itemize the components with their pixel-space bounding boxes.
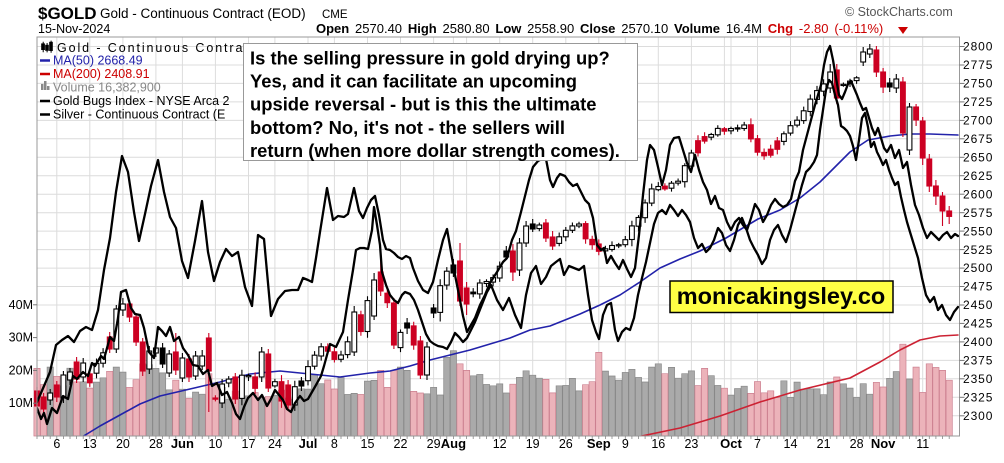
svg-text:MA(50) 2668.49: MA(50) 2668.49 <box>53 54 143 68</box>
svg-text:40M: 40M <box>9 298 33 312</box>
svg-text:Gold Bugs Index - NYSE Arca 2: Gold Bugs Index - NYSE Arca 2 <box>53 94 230 108</box>
svg-text:Open 2570.40 High 2580.80 Low: Open 2570.40 High 2580.80 Low 2558.90 Cl… <box>316 21 883 36</box>
svg-text:Oct: Oct <box>720 436 742 451</box>
svg-text:16: 16 <box>651 437 665 451</box>
svg-text:10M: 10M <box>9 396 33 410</box>
svg-text:14: 14 <box>784 437 798 451</box>
svg-text:2550: 2550 <box>963 224 993 238</box>
svg-text:Volume 16,382,900: Volume 16,382,900 <box>53 81 161 95</box>
svg-text:2525: 2525 <box>963 243 993 257</box>
svg-text:21: 21 <box>817 437 831 451</box>
svg-text:2375: 2375 <box>963 354 993 368</box>
svg-text:28: 28 <box>850 437 864 451</box>
svg-text:bottom? No, it's not - the sel: bottom? No, it's not - the sellers will <box>250 117 565 138</box>
svg-text:Jun: Jun <box>171 436 194 451</box>
svg-text:2750: 2750 <box>963 77 993 91</box>
svg-text:22: 22 <box>394 437 408 451</box>
svg-text:15-Nov-2024: 15-Nov-2024 <box>38 22 110 36</box>
svg-text:MA(200) 2408.91: MA(200) 2408.91 <box>53 67 150 81</box>
svg-text:Sep: Sep <box>587 436 611 451</box>
svg-text:Aug: Aug <box>441 436 466 451</box>
svg-text:24: 24 <box>268 437 282 451</box>
svg-text:7: 7 <box>754 437 761 451</box>
svg-text:Nov: Nov <box>871 436 896 451</box>
svg-text:2475: 2475 <box>963 280 993 294</box>
svg-text:Gold - Continuous Contra: Gold - Continuous Contra <box>57 41 244 55</box>
svg-text:2500: 2500 <box>963 261 993 275</box>
svg-text:return (when more dollar stren: return (when more dollar strength comes)… <box>250 140 620 161</box>
svg-text:CME: CME <box>322 9 348 21</box>
svg-text:2300: 2300 <box>963 409 993 423</box>
svg-text:13: 13 <box>83 437 97 451</box>
svg-text:Silver - Continuous Contract (: Silver - Continuous Contract (E <box>53 108 225 122</box>
svg-text:20M: 20M <box>9 363 33 377</box>
svg-text:2700: 2700 <box>963 114 993 128</box>
svg-text:2400: 2400 <box>963 335 993 349</box>
svg-text:upside reversal - but is this: upside reversal - but is this the ultima… <box>250 94 596 115</box>
svg-text:$GOLD: $GOLD <box>38 4 97 23</box>
svg-text:2675: 2675 <box>963 132 993 146</box>
svg-text:2325: 2325 <box>963 391 993 405</box>
svg-text:Gold - Continuous Contract (EO: Gold - Continuous Contract (EOD) <box>100 6 306 21</box>
svg-text:26: 26 <box>559 437 573 451</box>
svg-text:2775: 2775 <box>963 58 993 72</box>
svg-text:10: 10 <box>208 437 222 451</box>
svg-text:30M: 30M <box>9 331 33 345</box>
svg-text:Is the selling pressure in gol: Is the selling pressure in gold drying u… <box>250 48 610 69</box>
svg-text:28: 28 <box>149 437 163 451</box>
svg-text:2450: 2450 <box>963 298 993 312</box>
svg-text:8: 8 <box>331 437 338 451</box>
svg-text:20: 20 <box>116 437 130 451</box>
svg-text:2725: 2725 <box>963 95 993 109</box>
svg-text:2425: 2425 <box>963 317 993 331</box>
svg-text:9: 9 <box>622 437 629 451</box>
svg-text:11: 11 <box>916 437 929 451</box>
svg-text:12: 12 <box>493 437 507 451</box>
svg-text:23: 23 <box>684 437 698 451</box>
svg-text:6: 6 <box>53 437 60 451</box>
svg-text:2800: 2800 <box>963 40 993 54</box>
svg-text:17: 17 <box>242 437 256 451</box>
svg-text:2350: 2350 <box>963 372 993 386</box>
svg-text:Jul: Jul <box>299 436 318 451</box>
svg-text:15: 15 <box>361 437 375 451</box>
svg-text:© StockCharts.com: © StockCharts.com <box>845 5 953 19</box>
svg-text:29: 29 <box>427 437 441 451</box>
svg-text:2625: 2625 <box>963 169 993 183</box>
svg-text:2575: 2575 <box>963 206 993 220</box>
svg-text:monicakingsley.co: monicakingsley.co <box>677 283 886 309</box>
svg-text:2650: 2650 <box>963 151 993 165</box>
svg-text:2600: 2600 <box>963 187 993 201</box>
svg-text:19: 19 <box>526 437 540 451</box>
svg-text:Yes, and it can facilitate an: Yes, and it can facilitate an upcoming <box>250 71 577 92</box>
